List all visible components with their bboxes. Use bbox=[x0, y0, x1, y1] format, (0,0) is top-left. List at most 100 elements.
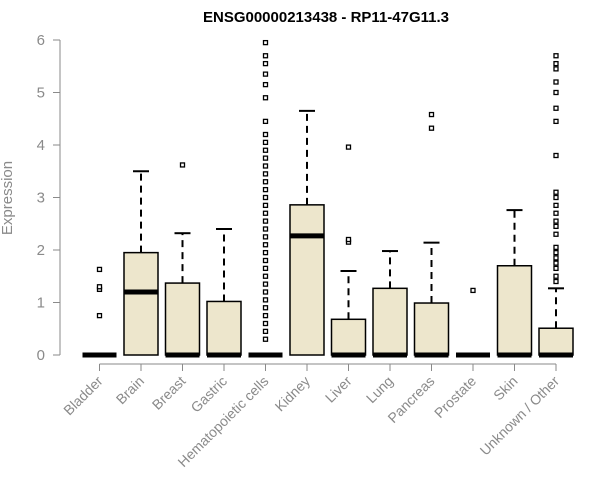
box-rect bbox=[496, 265, 533, 356]
outlier-point bbox=[262, 194, 269, 201]
y-tick-label: 5 bbox=[37, 85, 45, 102]
outlier-point bbox=[345, 144, 352, 150]
outlier-point bbox=[262, 163, 269, 169]
box-brain bbox=[123, 170, 159, 356]
box-lung bbox=[372, 250, 408, 358]
outlier-point bbox=[553, 255, 559, 261]
outlier-point bbox=[553, 278, 559, 285]
box-pancreas bbox=[413, 111, 450, 358]
outlier-point bbox=[553, 231, 559, 237]
outlier-point bbox=[262, 336, 269, 342]
outlier-point bbox=[262, 179, 269, 185]
y-tick-label: 1 bbox=[37, 295, 45, 312]
outlier-point bbox=[262, 218, 269, 224]
y-tick-label: 0 bbox=[37, 347, 45, 364]
outlier-point bbox=[553, 89, 559, 96]
outlier-point bbox=[96, 312, 103, 319]
x-tick-label: Brain bbox=[113, 373, 147, 407]
outlier-point bbox=[262, 226, 269, 232]
outlier-point bbox=[345, 236, 352, 243]
outlier-point bbox=[553, 60, 559, 67]
outlier-point bbox=[553, 194, 559, 201]
outlier-point bbox=[470, 287, 476, 294]
y-axis: 0 1 2 3 4 5 6 bbox=[37, 32, 61, 364]
outlier-point bbox=[262, 242, 269, 248]
box-breast bbox=[164, 162, 201, 358]
outlier-point bbox=[553, 210, 559, 216]
outlier-point bbox=[553, 260, 559, 266]
x-tick-label: Prostate bbox=[431, 373, 479, 421]
outlier-point bbox=[262, 118, 269, 125]
outlier-point bbox=[262, 53, 269, 59]
boxes-group bbox=[82, 39, 574, 358]
y-axis-label: Expression bbox=[0, 161, 16, 235]
box-skin bbox=[496, 209, 533, 358]
outlier-point bbox=[553, 273, 559, 279]
outlier-point bbox=[262, 71, 269, 77]
y-tick-label: 4 bbox=[37, 137, 45, 154]
outlier-point bbox=[553, 202, 559, 209]
outlier-point bbox=[262, 320, 269, 327]
outlier-point bbox=[262, 95, 269, 101]
outlier-point bbox=[553, 189, 559, 195]
outlier-point bbox=[96, 266, 103, 273]
outlier-point bbox=[553, 118, 559, 125]
outlier-point bbox=[262, 305, 269, 311]
box-rect bbox=[372, 287, 408, 356]
x-tick-label: Skin bbox=[490, 373, 521, 404]
x-tick-label: Unknown / Other bbox=[477, 373, 563, 459]
x-tick-label: Kidney bbox=[272, 373, 314, 415]
outlier-point bbox=[262, 147, 269, 153]
box-liver bbox=[330, 144, 367, 358]
outlier-point bbox=[553, 105, 559, 111]
outlier-point bbox=[262, 155, 269, 161]
outlier-point bbox=[262, 60, 269, 67]
outlier-point bbox=[262, 139, 269, 146]
outlier-point bbox=[262, 202, 269, 209]
outlier-point bbox=[262, 257, 269, 264]
outlier-point bbox=[553, 66, 559, 72]
box-rect bbox=[289, 204, 325, 356]
chart-title: ENSG00000213438 - RP11-47G11.3 bbox=[203, 9, 449, 26]
outlier-point bbox=[428, 125, 435, 131]
x-tick-label: Liver bbox=[322, 373, 355, 406]
outlier-point bbox=[262, 39, 269, 46]
outlier-point bbox=[262, 281, 269, 287]
outlier-point bbox=[262, 234, 269, 240]
y-tick-label: 2 bbox=[37, 242, 45, 259]
outlier-point bbox=[262, 328, 269, 335]
outlier-point bbox=[96, 284, 103, 290]
box-rect bbox=[413, 302, 450, 356]
outlier-point bbox=[262, 171, 269, 177]
outlier-point bbox=[262, 297, 269, 303]
outlier-point bbox=[553, 223, 559, 230]
outlier-point bbox=[262, 249, 269, 256]
outlier-point bbox=[553, 244, 559, 251]
outlier-point bbox=[262, 131, 269, 138]
outlier-point bbox=[262, 289, 269, 295]
outlier-point bbox=[262, 273, 269, 279]
box-prostate bbox=[456, 287, 490, 358]
outlier-point bbox=[553, 249, 559, 256]
box-rect bbox=[330, 318, 367, 356]
box-hematopoietic-cells bbox=[248, 39, 283, 358]
outlier-point bbox=[553, 265, 559, 272]
box-gastric bbox=[206, 228, 242, 358]
outlier-point bbox=[262, 81, 269, 88]
x-tick-label: Lung bbox=[363, 373, 396, 406]
box-kidney bbox=[289, 109, 325, 356]
outlier-point bbox=[262, 186, 269, 193]
outlier-point bbox=[179, 162, 186, 168]
x-tick-label: Bladder bbox=[60, 373, 106, 419]
y-tick-label: 6 bbox=[37, 32, 45, 49]
outlier-point bbox=[553, 218, 559, 224]
outlier-point bbox=[553, 53, 559, 59]
outlier-point bbox=[428, 111, 435, 118]
y-tick-label: 3 bbox=[37, 190, 45, 207]
box-rect bbox=[123, 251, 159, 356]
outlier-point bbox=[553, 152, 559, 159]
box-rect bbox=[538, 327, 574, 356]
box-rect bbox=[206, 300, 242, 356]
